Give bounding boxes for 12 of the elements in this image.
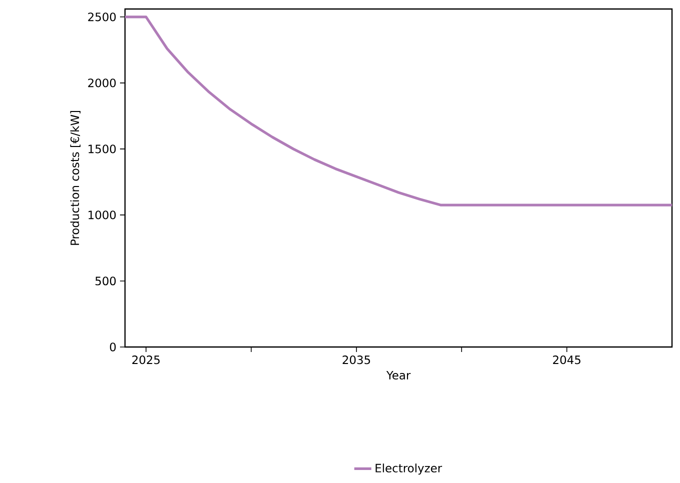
y-tick-label: 1000 xyxy=(88,210,116,220)
legend-label: Electrolyzer xyxy=(376,464,442,475)
y-tick-label: 2500 xyxy=(88,12,116,22)
x-tick-label: 2035 xyxy=(342,356,370,364)
y-axis-title: Production costs [€/kW] xyxy=(70,110,80,245)
y-tick-label: 500 xyxy=(96,276,116,286)
y-tick-label: 0 xyxy=(110,342,116,352)
x-axis-title: Year xyxy=(386,371,411,380)
x-tick-label: 2025 xyxy=(132,356,160,364)
y-tick-label: 2000 xyxy=(88,78,116,88)
x-tick-label: 2045 xyxy=(553,356,580,364)
y-tick-label: 1500 xyxy=(88,144,116,154)
